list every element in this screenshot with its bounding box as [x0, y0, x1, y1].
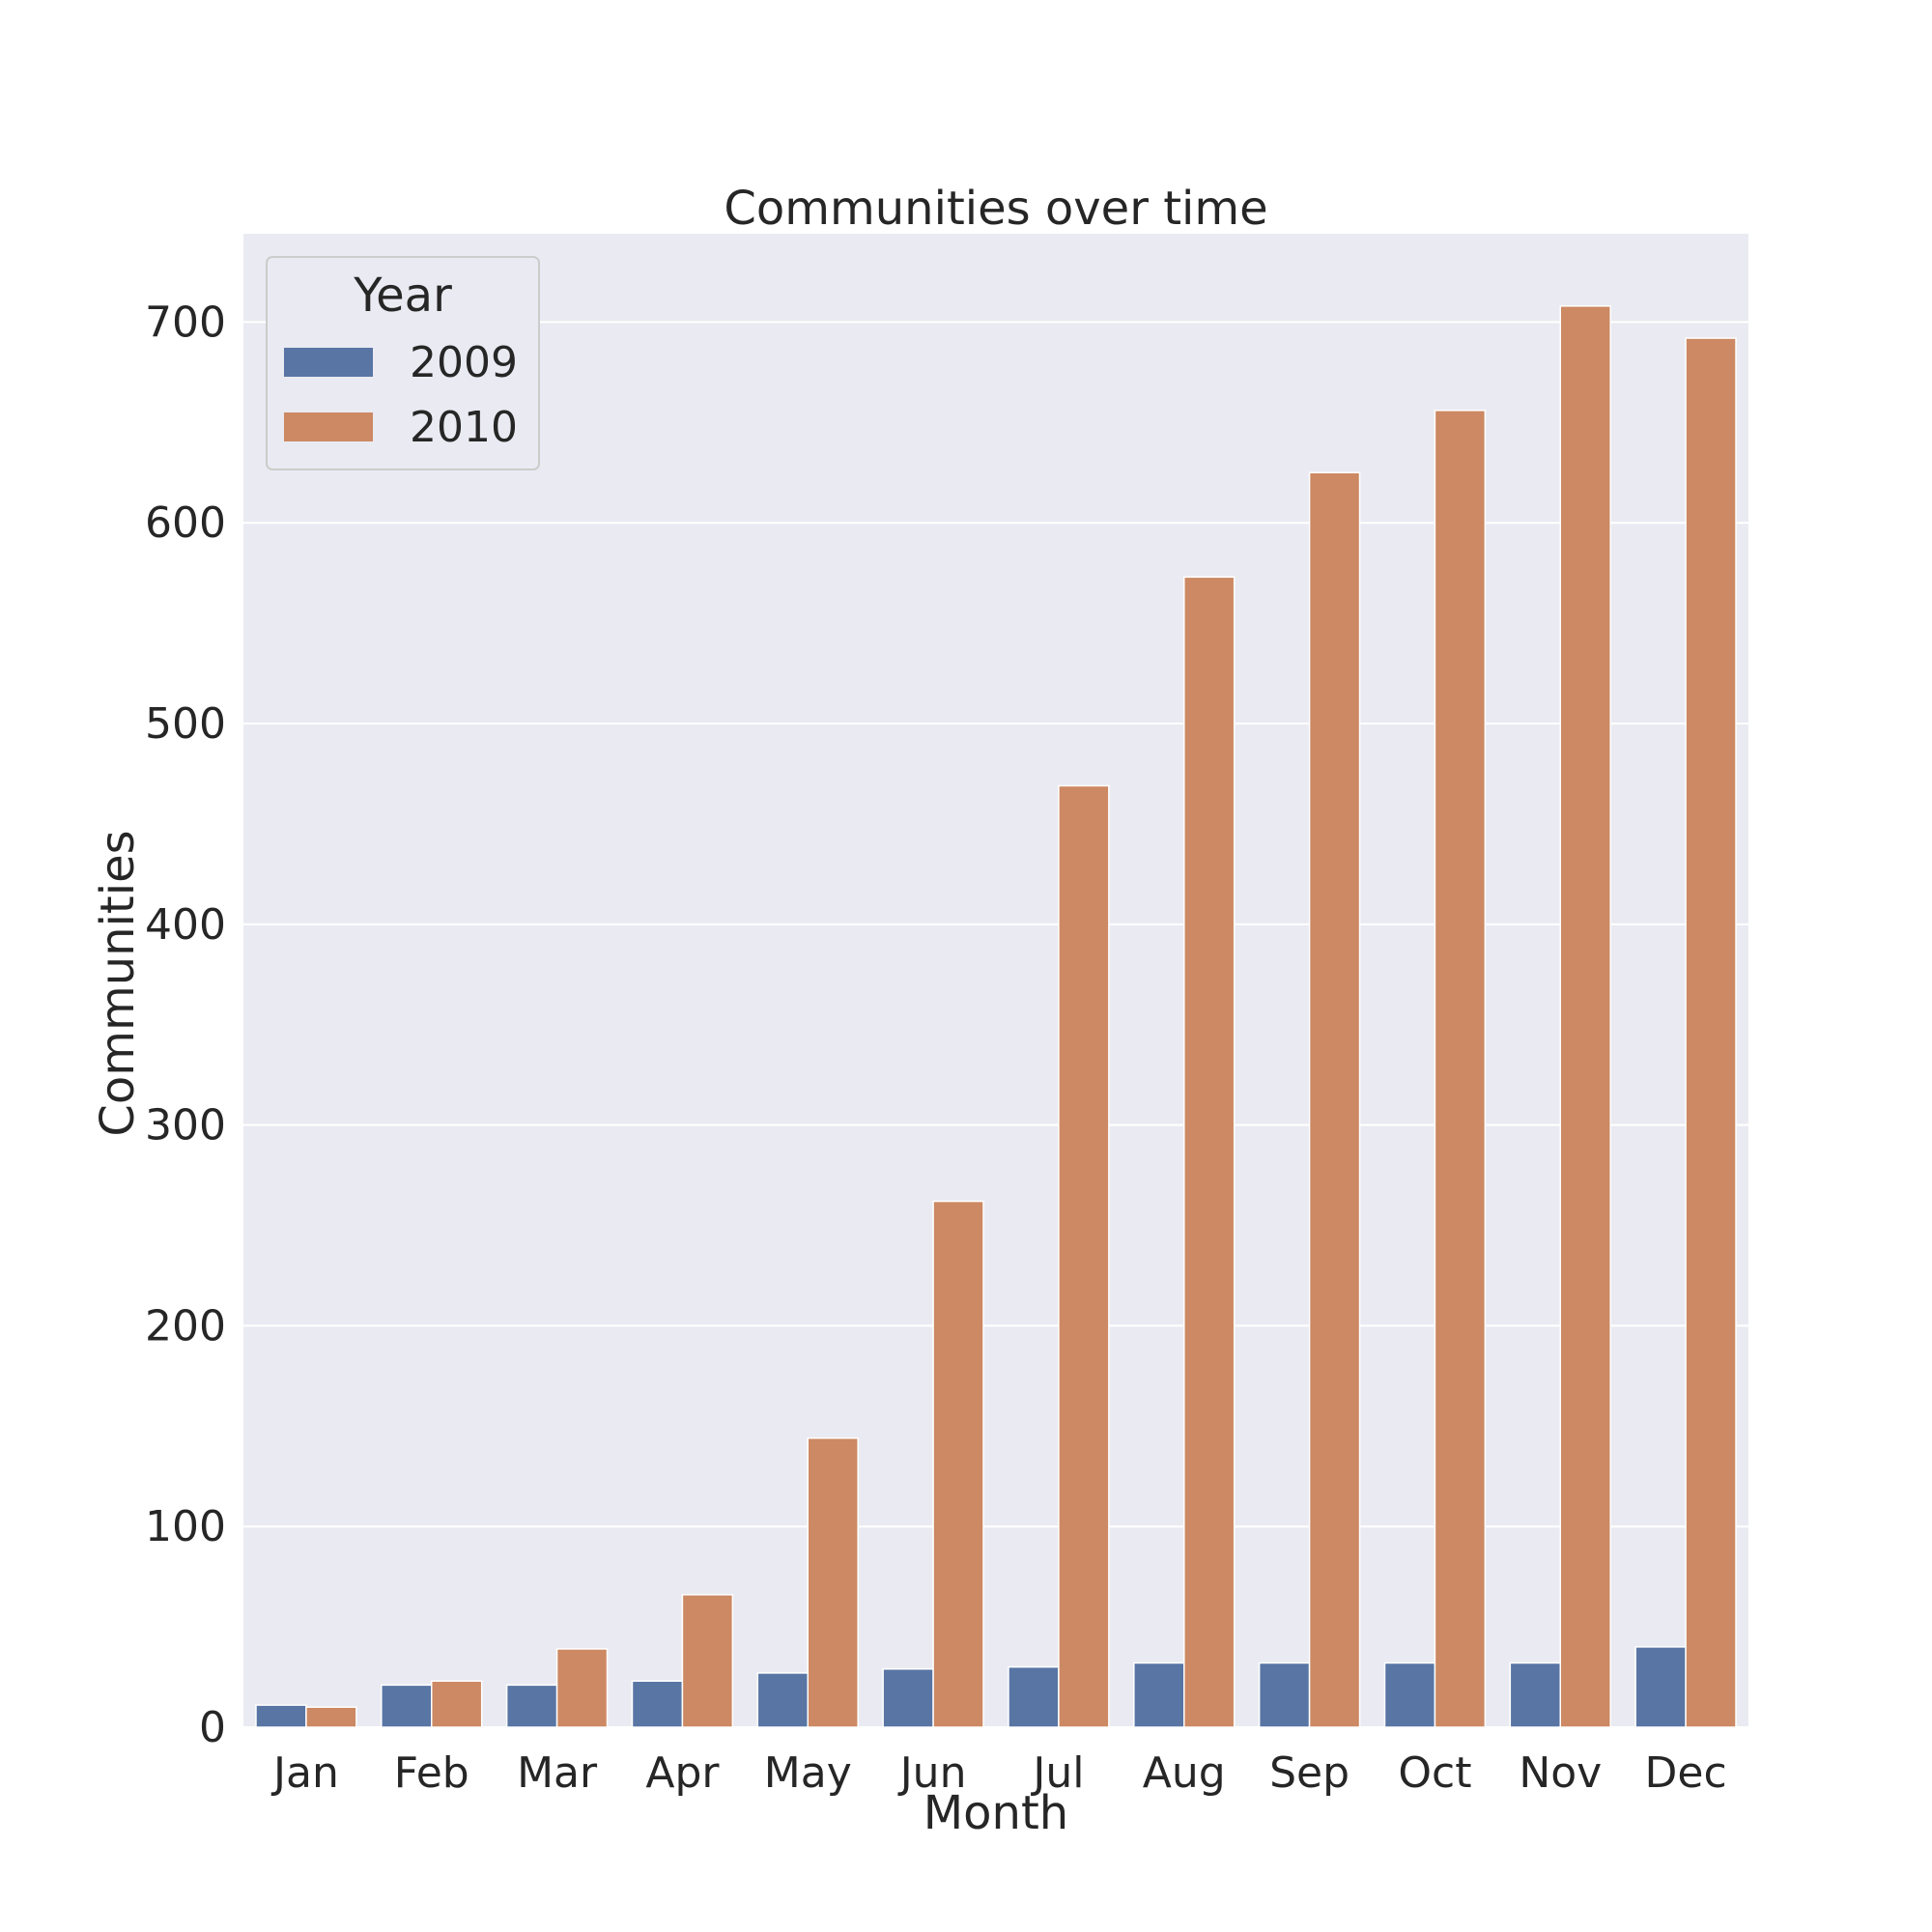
y-tick-label: 100: [145, 1502, 226, 1551]
bar-2010-jul: [1058, 784, 1110, 1728]
x-tick-label: Sep: [1269, 1748, 1350, 1798]
bar-2010-nov: [1559, 305, 1611, 1728]
bar-2009-aug: [1133, 1662, 1185, 1728]
legend-swatch-2010: [284, 412, 373, 441]
x-tick-label: Apr: [645, 1748, 720, 1798]
bar-2010-jun: [932, 1200, 984, 1728]
x-axis-title: Month: [923, 1786, 1068, 1840]
x-tick-label: Jan: [270, 1748, 339, 1798]
bar-2010-mar: [555, 1648, 609, 1728]
x-tick-label: Aug: [1143, 1748, 1226, 1798]
x-tick-label: Oct: [1398, 1748, 1471, 1798]
bar-2010-feb: [431, 1680, 483, 1728]
bar-2009-may: [756, 1672, 809, 1728]
y-tick-label: 700: [145, 298, 226, 347]
x-axis-ticks: Jan Feb Mar Apr May Jun Jul Aug Sep Oct Nov Dec: [270, 1748, 1727, 1798]
bar-2010-aug: [1183, 576, 1236, 1728]
bar-2010-may: [807, 1437, 859, 1728]
x-tick-label: Dec: [1645, 1748, 1727, 1798]
bar-2009-feb: [381, 1684, 433, 1728]
bar-2009-sep: [1258, 1662, 1311, 1728]
x-tick-label: Nov: [1519, 1748, 1602, 1798]
bar-2010-jan: [305, 1706, 357, 1728]
y-tick-label: 400: [145, 900, 226, 950]
x-tick-label: May: [764, 1748, 852, 1798]
bar-2010-dec: [1685, 337, 1737, 1728]
bar-2009-mar: [505, 1684, 558, 1728]
y-axis-ticks: 0 100 200 300 400 500 600 700: [145, 298, 226, 1752]
chart-title: Communities over time: [724, 182, 1267, 236]
bar-2010-sep: [1308, 471, 1361, 1728]
x-tick-label: Jun: [897, 1748, 967, 1798]
bar-2009-dec: [1634, 1646, 1687, 1728]
bar-2010-apr: [681, 1594, 734, 1728]
legend-title: Year: [353, 269, 452, 323]
x-tick-label: Mar: [517, 1748, 598, 1798]
bar-2009-jul: [1008, 1665, 1060, 1728]
bar-2009-apr: [631, 1680, 684, 1728]
bar-2009-jan: [255, 1704, 307, 1728]
x-tick-label: Feb: [394, 1748, 469, 1798]
y-axis-title: Communities: [91, 830, 145, 1136]
legend-label-2009: 2009: [410, 338, 518, 387]
plot-background: [243, 234, 1748, 1727]
legend-label-2010: 2010: [410, 403, 518, 452]
x-tick-label: Jul: [1030, 1748, 1084, 1798]
y-tick-label: 0: [199, 1703, 226, 1752]
bar-2009-jun: [882, 1667, 934, 1728]
bar-2009-nov: [1509, 1662, 1561, 1728]
bars: [255, 305, 1737, 1728]
legend: Year 2009 2010: [266, 256, 540, 470]
legend-swatch-2009: [284, 348, 373, 377]
y-tick-label: 600: [145, 498, 226, 548]
y-tick-label: 300: [145, 1101, 226, 1151]
bar-2009-oct: [1383, 1662, 1436, 1728]
bar-2010-oct: [1434, 410, 1487, 1728]
y-tick-label: 500: [145, 699, 226, 749]
y-tick-label: 200: [145, 1301, 226, 1350]
